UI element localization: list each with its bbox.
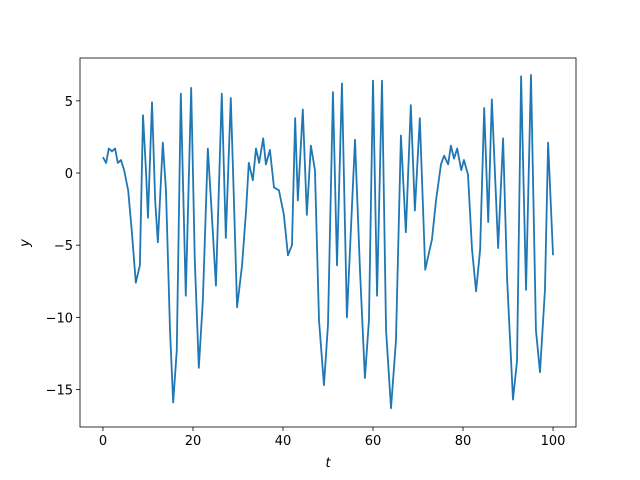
x-tick-label: 60 (365, 434, 382, 449)
y-axis-label: y (18, 239, 33, 248)
x-tick-label: 40 (275, 434, 292, 449)
y-tick-label: −10 (46, 311, 73, 326)
y-tick-label: −5 (54, 239, 73, 254)
line (102, 73, 554, 410)
x-tick-label: 100 (541, 434, 566, 449)
x-axis-label: t (325, 456, 331, 471)
x-tick-label: 20 (185, 434, 202, 449)
x-tick-label: 0 (99, 434, 107, 449)
plot-frame (79, 57, 577, 428)
y-tick-label: −15 (46, 383, 73, 398)
y-tick-label: 0 (65, 167, 73, 182)
x-tick-label: 80 (455, 434, 472, 449)
y-tick-label: 5 (65, 95, 73, 110)
